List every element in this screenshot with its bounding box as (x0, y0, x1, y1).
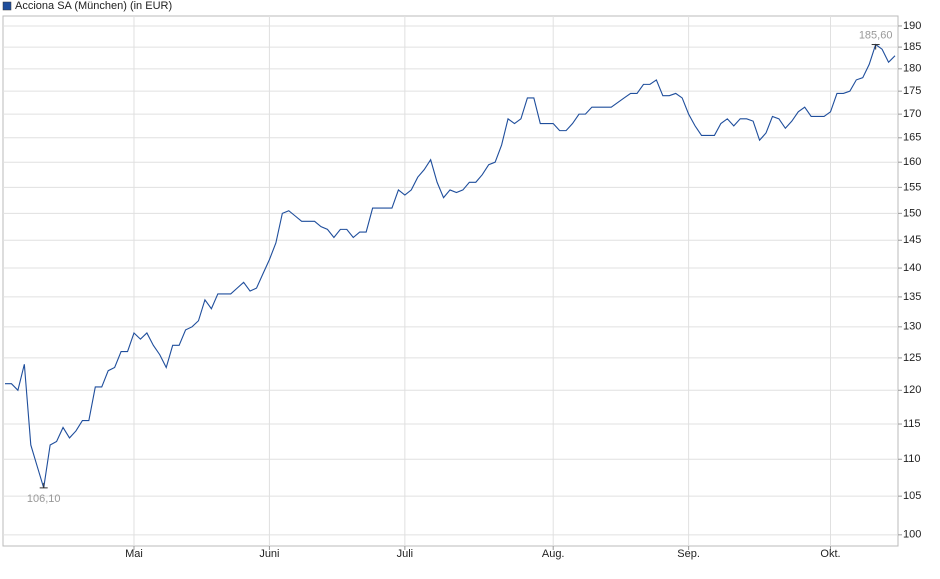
y-tick-label: 105 (903, 490, 921, 502)
y-tick-label: 170 (903, 108, 921, 120)
price-line (5, 43, 896, 489)
y-tick-label: 155 (903, 181, 921, 193)
legend-swatch (2, 1, 12, 11)
y-tick-label: 180 (903, 63, 921, 75)
x-tick-label: Sep. (677, 548, 700, 560)
x-tick-label: Juli (397, 548, 414, 560)
y-tick-label: 125 (903, 352, 921, 364)
y-tick-label: 110 (903, 453, 921, 465)
y-tick-label: 185 (903, 41, 921, 53)
y-tick-label: 130 (903, 321, 921, 333)
y-tick-label: 175 (903, 85, 921, 97)
y-tick-label: 140 (903, 262, 921, 274)
y-tick-label: 135 (903, 291, 921, 303)
y-tick-label: 150 (903, 207, 921, 219)
x-tick-label: Mai (125, 548, 143, 560)
legend-label: Acciona SA (München) (in EUR) (15, 0, 172, 12)
y-tick-label: 115 (903, 418, 921, 430)
x-tick-label: Okt. (820, 548, 840, 560)
plot-frame (2, 15, 899, 547)
value-label: 185,60 (859, 29, 893, 41)
value-label: 106,10 (27, 493, 61, 505)
y-tick-label: 190 (903, 20, 921, 32)
y-tick-label: 160 (903, 156, 921, 168)
y-tick-label: 120 (903, 384, 921, 396)
y-tick-label: 145 (903, 234, 921, 246)
x-tick-label: Juni (259, 548, 279, 560)
x-tick-label: Aug. (542, 548, 565, 560)
y-tick-label: 165 (903, 132, 921, 144)
y-tick-label: 100 (903, 529, 921, 541)
